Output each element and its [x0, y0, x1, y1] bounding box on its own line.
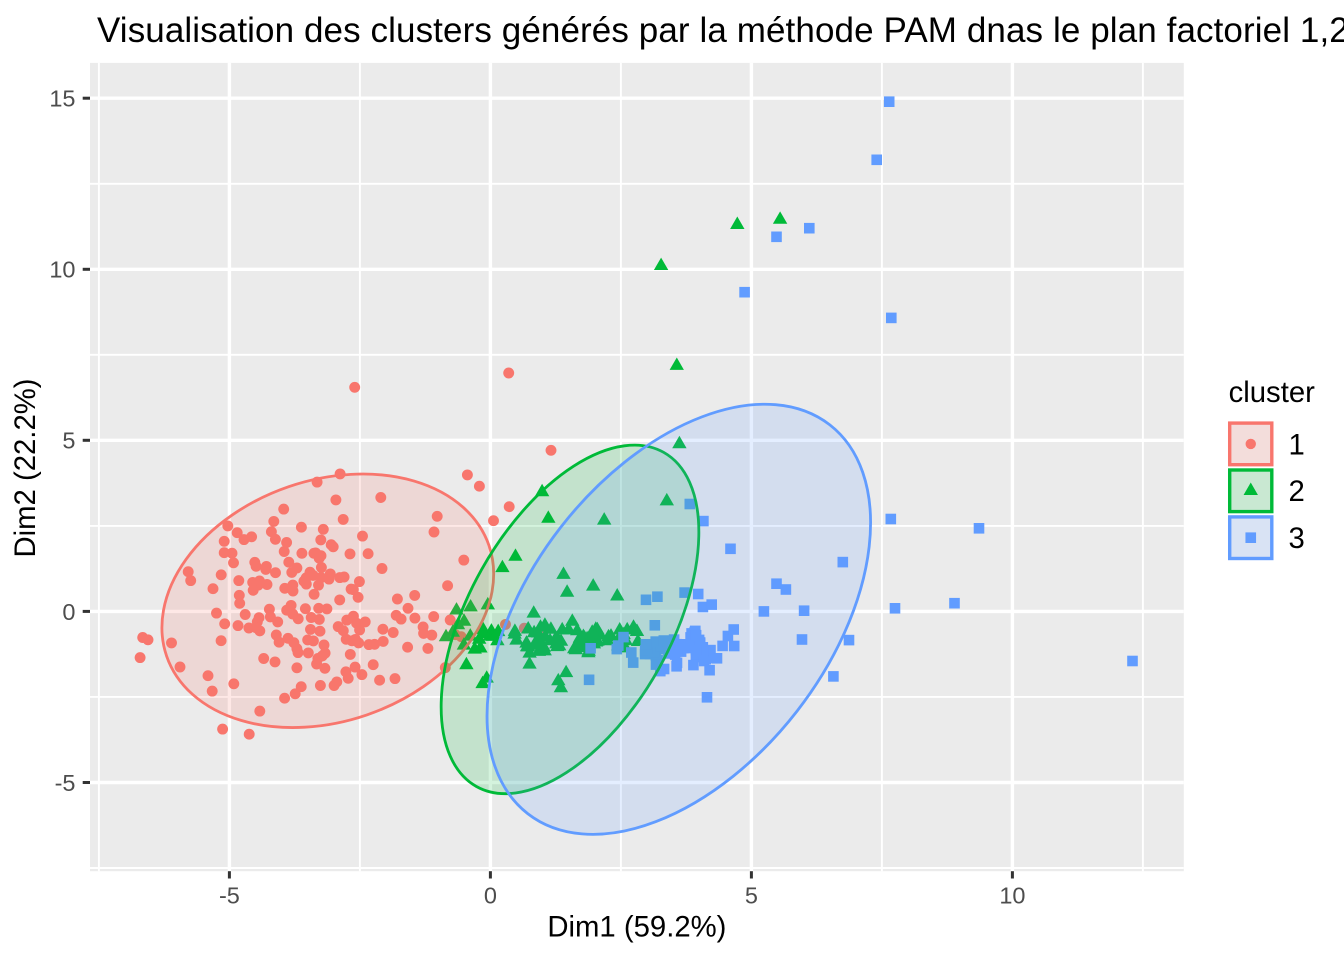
svg-text:Dim1 (59.2%): Dim1 (59.2%) [547, 911, 726, 944]
svg-text:2: 2 [1289, 475, 1305, 508]
svg-text:Visualisation des clusters gén: Visualisation des clusters générés par l… [97, 11, 1344, 50]
svg-text:Dim2 (22.2%): Dim2 (22.2%) [9, 378, 42, 557]
svg-text:15: 15 [49, 86, 75, 112]
svg-text:10: 10 [999, 883, 1025, 909]
svg-text:cluster: cluster [1229, 376, 1316, 409]
svg-text:5: 5 [62, 428, 75, 454]
svg-text:0: 0 [62, 599, 75, 625]
svg-text:3: 3 [1289, 522, 1305, 555]
svg-text:10: 10 [49, 257, 75, 283]
svg-text:5: 5 [745, 883, 758, 909]
svg-text:0: 0 [484, 883, 497, 909]
svg-text:-5: -5 [55, 770, 76, 796]
svg-text:1: 1 [1289, 428, 1305, 461]
svg-text:-5: -5 [219, 883, 240, 909]
